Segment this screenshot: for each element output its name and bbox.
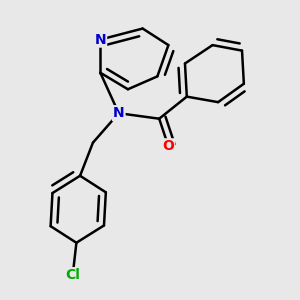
Text: N: N bbox=[113, 106, 124, 120]
Text: N: N bbox=[94, 33, 106, 46]
Text: Cl: Cl bbox=[65, 268, 80, 282]
Text: O: O bbox=[163, 139, 174, 153]
